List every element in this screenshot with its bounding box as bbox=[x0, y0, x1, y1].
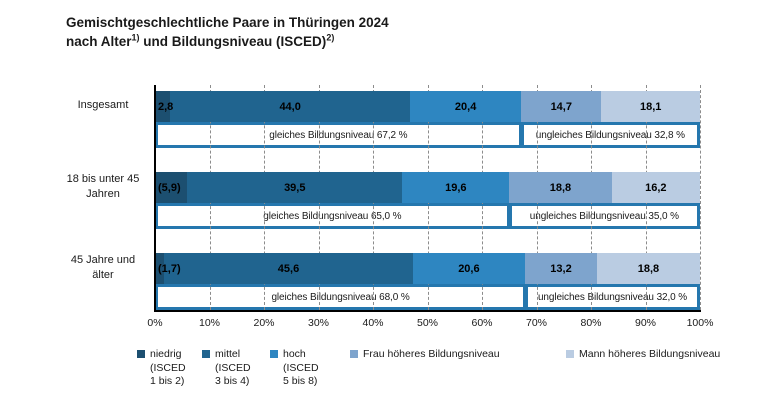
bar-value-label: (5,9) bbox=[158, 181, 181, 194]
x-tick-label: 60% bbox=[471, 317, 493, 329]
legend-item: Frau höheres Bildungsniveau bbox=[350, 348, 500, 362]
bar-value-label: 39,5 bbox=[284, 181, 306, 194]
category-label-line: älter bbox=[92, 268, 114, 281]
bar-segment: 18,8 bbox=[596, 253, 700, 284]
x-tick-label: 10% bbox=[198, 317, 220, 329]
legend-label-line: Mann höheres Bildungsniveau bbox=[566, 348, 720, 362]
legend-item: Mann höheres Bildungsniveau bbox=[566, 348, 720, 362]
band-left-label: gleiches Bildungsniveau 65,0 % bbox=[263, 210, 402, 222]
bar-row: (5,9) 39,5 19,6 18,8 16,2 bbox=[155, 172, 700, 203]
x-axis-line bbox=[154, 310, 701, 312]
legend-label-line: (ISCED bbox=[150, 361, 186, 374]
chart-title-line1: Gemischtgeschlechtliche Paare in Thüring… bbox=[66, 15, 389, 30]
bar-row: (1,7) 45,6 20,6 13,2 18,8 bbox=[155, 253, 700, 284]
bar-segment: (5,9) bbox=[155, 172, 188, 203]
legend-item: niedrig (ISCED 1 bis 2) bbox=[137, 348, 186, 389]
x-tick-label: 0% bbox=[147, 317, 163, 329]
bar-row: 2,8 44,0 20,4 14,7 18,1 bbox=[155, 91, 700, 122]
band-right-label: ungleiches Bildungsniveau 35,0 % bbox=[529, 210, 679, 222]
category-label-line: 45 Jahre und bbox=[70, 254, 136, 266]
bar-value-label: (1,7) bbox=[158, 262, 181, 275]
category-label-line: Jahren bbox=[86, 187, 120, 200]
bar-segment: 18,8 bbox=[509, 172, 612, 203]
x-tick-label: 50% bbox=[416, 317, 438, 329]
x-tick-label: 80% bbox=[580, 317, 602, 329]
x-tick-label: 20% bbox=[253, 317, 275, 329]
category-label-line: Insgesamt bbox=[77, 99, 129, 112]
bar-segment: 18,1 bbox=[601, 91, 700, 122]
bar-value-label: 19,6 bbox=[445, 181, 467, 194]
bar-value-label: 45,6 bbox=[277, 262, 300, 275]
bar-segment: 16,2 bbox=[611, 172, 700, 203]
x-tick-label: 30% bbox=[307, 317, 329, 329]
band-right-box: ungleiches Bildungsniveau 32,8 % bbox=[523, 125, 697, 145]
bar-segment: 39,5 bbox=[187, 172, 403, 203]
category-label-line: 18 bis unter 45 bbox=[66, 173, 140, 185]
legend-label-line: 1 bis 2) bbox=[150, 375, 185, 387]
band-right-box: ungleiches Bildungsniveau 35,0 % bbox=[511, 206, 697, 226]
bar-value-label: 44,0 bbox=[279, 100, 301, 113]
bar-value-label: 2,8 bbox=[158, 100, 174, 113]
bar-value-label: 18,1 bbox=[639, 100, 662, 113]
legend-item: hoch (ISCED 5 bis 8) bbox=[270, 348, 319, 389]
x-tick-label: 90% bbox=[634, 317, 656, 329]
band-left-box: gleiches Bildungsniveau 65,0 % bbox=[158, 206, 507, 226]
bar-segment: 14,7 bbox=[521, 91, 602, 122]
plot-area: 2,8 44,0 20,4 14,7 18,1 gleiches Bildungsnive… bbox=[154, 85, 701, 312]
bar-value-label: 14,7 bbox=[550, 100, 572, 113]
legend-item: mittel (ISCED 3 bis 4) bbox=[202, 348, 251, 389]
legend-swatch bbox=[566, 349, 574, 358]
band-left-label: gleiches Bildungsniveau 68,0 % bbox=[271, 291, 410, 303]
x-tick-label: 40% bbox=[362, 317, 384, 329]
category-label: Insgesamt bbox=[56, 98, 150, 113]
legend-label-line: Frau höheres Bildungsniveau bbox=[350, 348, 500, 362]
band-right-label: ungleiches Bildungsniveau 32,0 % bbox=[537, 291, 688, 303]
band-right-box: ungleiches Bildungsniveau 32,0 % bbox=[528, 287, 697, 307]
band-left-box: gleiches Bildungsniveau 68,0 % bbox=[158, 287, 524, 307]
bar-value-label: 16,2 bbox=[645, 181, 667, 194]
x-tick-label: 100% bbox=[686, 317, 714, 329]
legend-swatch bbox=[350, 349, 358, 358]
bar-value-label: 18,8 bbox=[637, 262, 660, 275]
legend-label-line: hoch bbox=[270, 348, 319, 362]
bar-segment: 13,2 bbox=[525, 253, 597, 284]
chart-title-line2: nach Alter1) und Bildungsniveau (ISCED)2… bbox=[66, 32, 335, 49]
footnote-marker-1: 1) bbox=[131, 32, 140, 43]
bar-value-label: 13,2 bbox=[550, 262, 572, 275]
legend-label-line: niedrig bbox=[137, 348, 186, 362]
bar-segment: 2,8 bbox=[155, 91, 174, 122]
y-axis-line bbox=[154, 85, 156, 311]
bar-segment: 19,6 bbox=[402, 172, 510, 203]
legend-label-line: mittel bbox=[202, 348, 251, 362]
legend-swatch bbox=[270, 349, 278, 358]
gridline bbox=[700, 85, 701, 310]
bar-segment: 20,6 bbox=[412, 253, 526, 284]
legend-label-line: (ISCED bbox=[283, 361, 319, 374]
category-label: 18 bis unter 45 Jahren bbox=[56, 172, 150, 201]
footnote-marker-2: 2) bbox=[326, 32, 335, 43]
category-label: 45 Jahre und älter bbox=[56, 253, 150, 282]
bar-value-label: 20,6 bbox=[458, 262, 480, 275]
band-left-box: gleiches Bildungsniveau 67,2 % bbox=[158, 125, 519, 145]
band-left-label: gleiches Bildungsniveau 67,2 % bbox=[269, 129, 408, 141]
band-right-label: ungleiches Bildungsniveau 32,8 % bbox=[535, 129, 685, 141]
legend-label-line: (ISCED bbox=[215, 361, 251, 374]
bar-value-label: 18,8 bbox=[549, 181, 572, 194]
x-tick-label: 70% bbox=[525, 317, 547, 329]
legend-label-line: 3 bis 4) bbox=[215, 375, 250, 387]
bar-segment: 44,0 bbox=[170, 91, 411, 122]
bar-value-label: 20,4 bbox=[454, 100, 477, 113]
chart-title: Gemischtgeschlechtliche Paare in Thüring… bbox=[66, 13, 389, 51]
legend-swatch bbox=[137, 349, 145, 358]
legend-swatch bbox=[202, 349, 210, 358]
bar-segment: 20,4 bbox=[410, 91, 522, 122]
bar-segment: 45,6 bbox=[164, 253, 413, 284]
legend-label-line: 5 bis 8) bbox=[283, 375, 318, 387]
bar-segment: (1,7) bbox=[155, 253, 181, 284]
